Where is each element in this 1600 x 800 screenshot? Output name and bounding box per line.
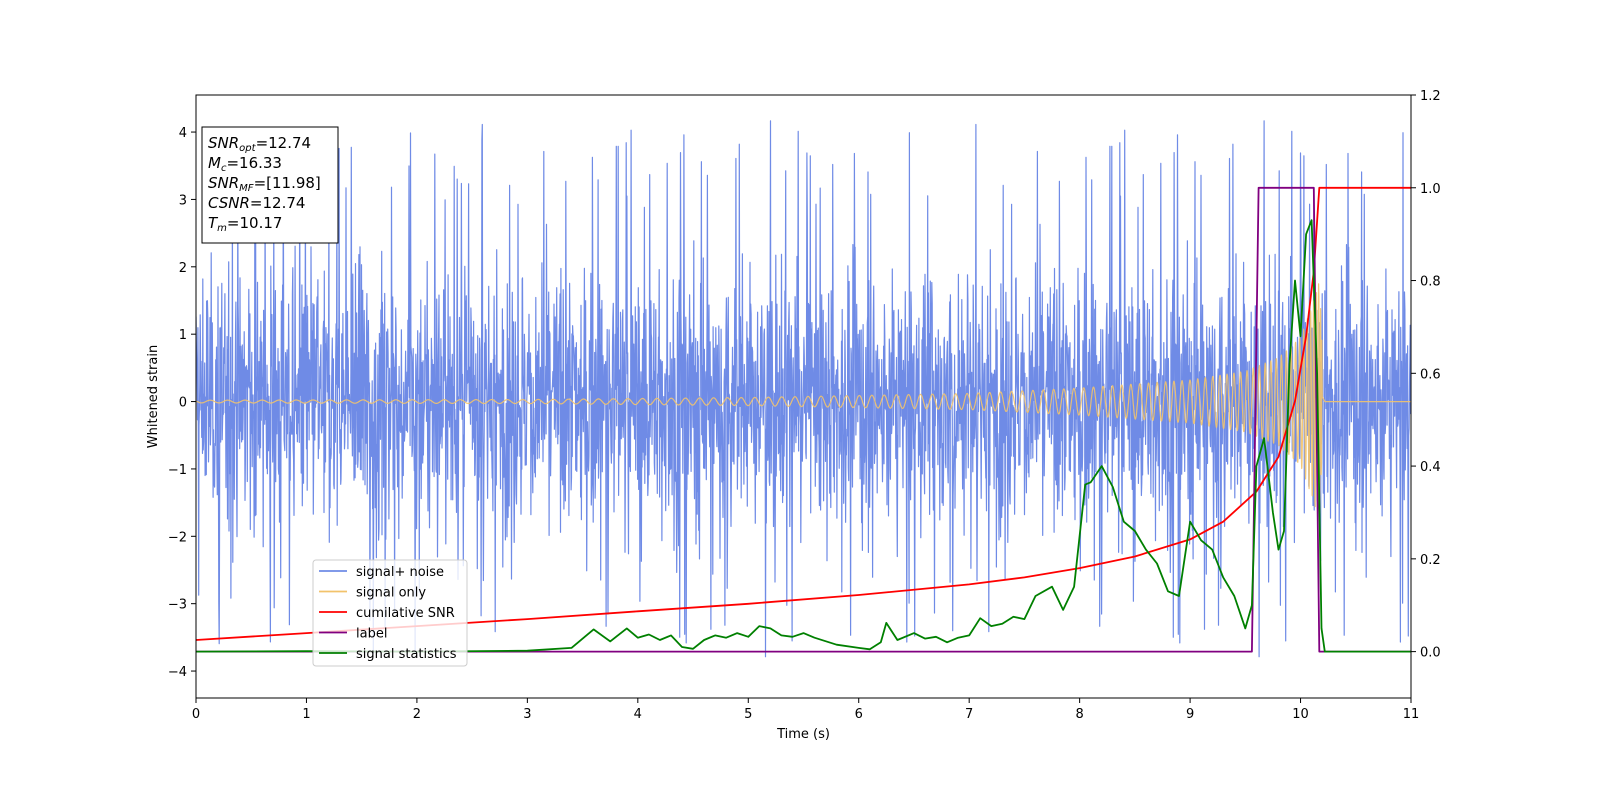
legend-label: cumilative SNR bbox=[356, 606, 455, 621]
y-tick-label-right: 1.0 bbox=[1420, 182, 1441, 197]
y-tick-label-left: −2 bbox=[168, 530, 187, 545]
x-tick-label: 5 bbox=[744, 707, 752, 722]
plot-frame bbox=[195, 94, 1412, 699]
y-tick-label-left: −3 bbox=[168, 598, 187, 613]
y-tick-label-left: −4 bbox=[168, 665, 187, 680]
annotation-line: Tm=10.17 bbox=[208, 214, 282, 234]
y-axis-label: Whitened strain bbox=[146, 345, 161, 448]
series-signal-noise bbox=[196, 120, 1411, 658]
plot-area bbox=[196, 120, 1411, 658]
legend-label: signal statistics bbox=[356, 647, 457, 662]
x-tick-label: 11 bbox=[1403, 707, 1420, 722]
legend-label: signal only bbox=[356, 586, 426, 601]
y-tick-label-right: 0.2 bbox=[1420, 553, 1441, 568]
x-tick-label: 8 bbox=[1075, 707, 1083, 722]
annotation-line: SNRopt=12.74 bbox=[208, 134, 311, 154]
y-tick-label-left: 4 bbox=[179, 126, 187, 141]
y-tick-label-right: 0.8 bbox=[1420, 275, 1441, 290]
axes: 0 1 2 3 4 5 6 7 8 9 10 11 −4 −3 −2 −1 0 1 2 3 4 0.0 0.2 0.4 0.6 0… bbox=[168, 89, 1441, 722]
legend-frame bbox=[312, 559, 468, 667]
legend-label: signal+ noise bbox=[356, 565, 444, 580]
y-tick-label-right: 0.4 bbox=[1420, 460, 1441, 475]
legend: signal+ noise signal only cumilative SNR la… bbox=[312, 559, 468, 667]
x-axis-label: Time (s) bbox=[776, 727, 830, 742]
y-tick-label-left: 2 bbox=[179, 261, 187, 276]
y-tick-label-left: 0 bbox=[179, 396, 187, 411]
x-tick-label: 9 bbox=[1186, 707, 1194, 722]
y-tick-label-left: 3 bbox=[179, 193, 187, 208]
x-tick-label: 0 bbox=[192, 707, 200, 722]
annotation-line: CSNR=12.74 bbox=[208, 194, 305, 212]
series-cumulative-snr bbox=[196, 186, 1411, 641]
y-tick-label-left: 1 bbox=[179, 328, 187, 343]
y-tick-label-left: −1 bbox=[168, 463, 187, 478]
y-tick-label-right: 0.6 bbox=[1420, 367, 1441, 382]
x-tick-label: 7 bbox=[965, 707, 973, 722]
annotation-frame bbox=[201, 126, 339, 244]
annotation-line: Mc=16.33 bbox=[208, 154, 282, 174]
x-tick-label: 4 bbox=[634, 707, 642, 722]
x-tick-label: 6 bbox=[855, 707, 863, 722]
y-tick-label-right: 0.0 bbox=[1420, 646, 1441, 661]
annotation-box: SNRopt=12.74Mc=16.33SNRMF=[11.98]CSNR=12… bbox=[201, 126, 339, 244]
y-tick-label-right: 1.2 bbox=[1420, 89, 1441, 104]
x-tick-label: 10 bbox=[1292, 707, 1309, 722]
series-signal-only bbox=[196, 283, 1411, 517]
annotation-line: SNRMF=[11.98] bbox=[208, 174, 321, 194]
x-tick-label: 3 bbox=[523, 707, 531, 722]
x-tick-label: 2 bbox=[413, 707, 421, 722]
legend-label: label bbox=[356, 627, 387, 642]
series-signal-statistics bbox=[196, 219, 1411, 653]
x-tick-label: 1 bbox=[302, 707, 310, 722]
